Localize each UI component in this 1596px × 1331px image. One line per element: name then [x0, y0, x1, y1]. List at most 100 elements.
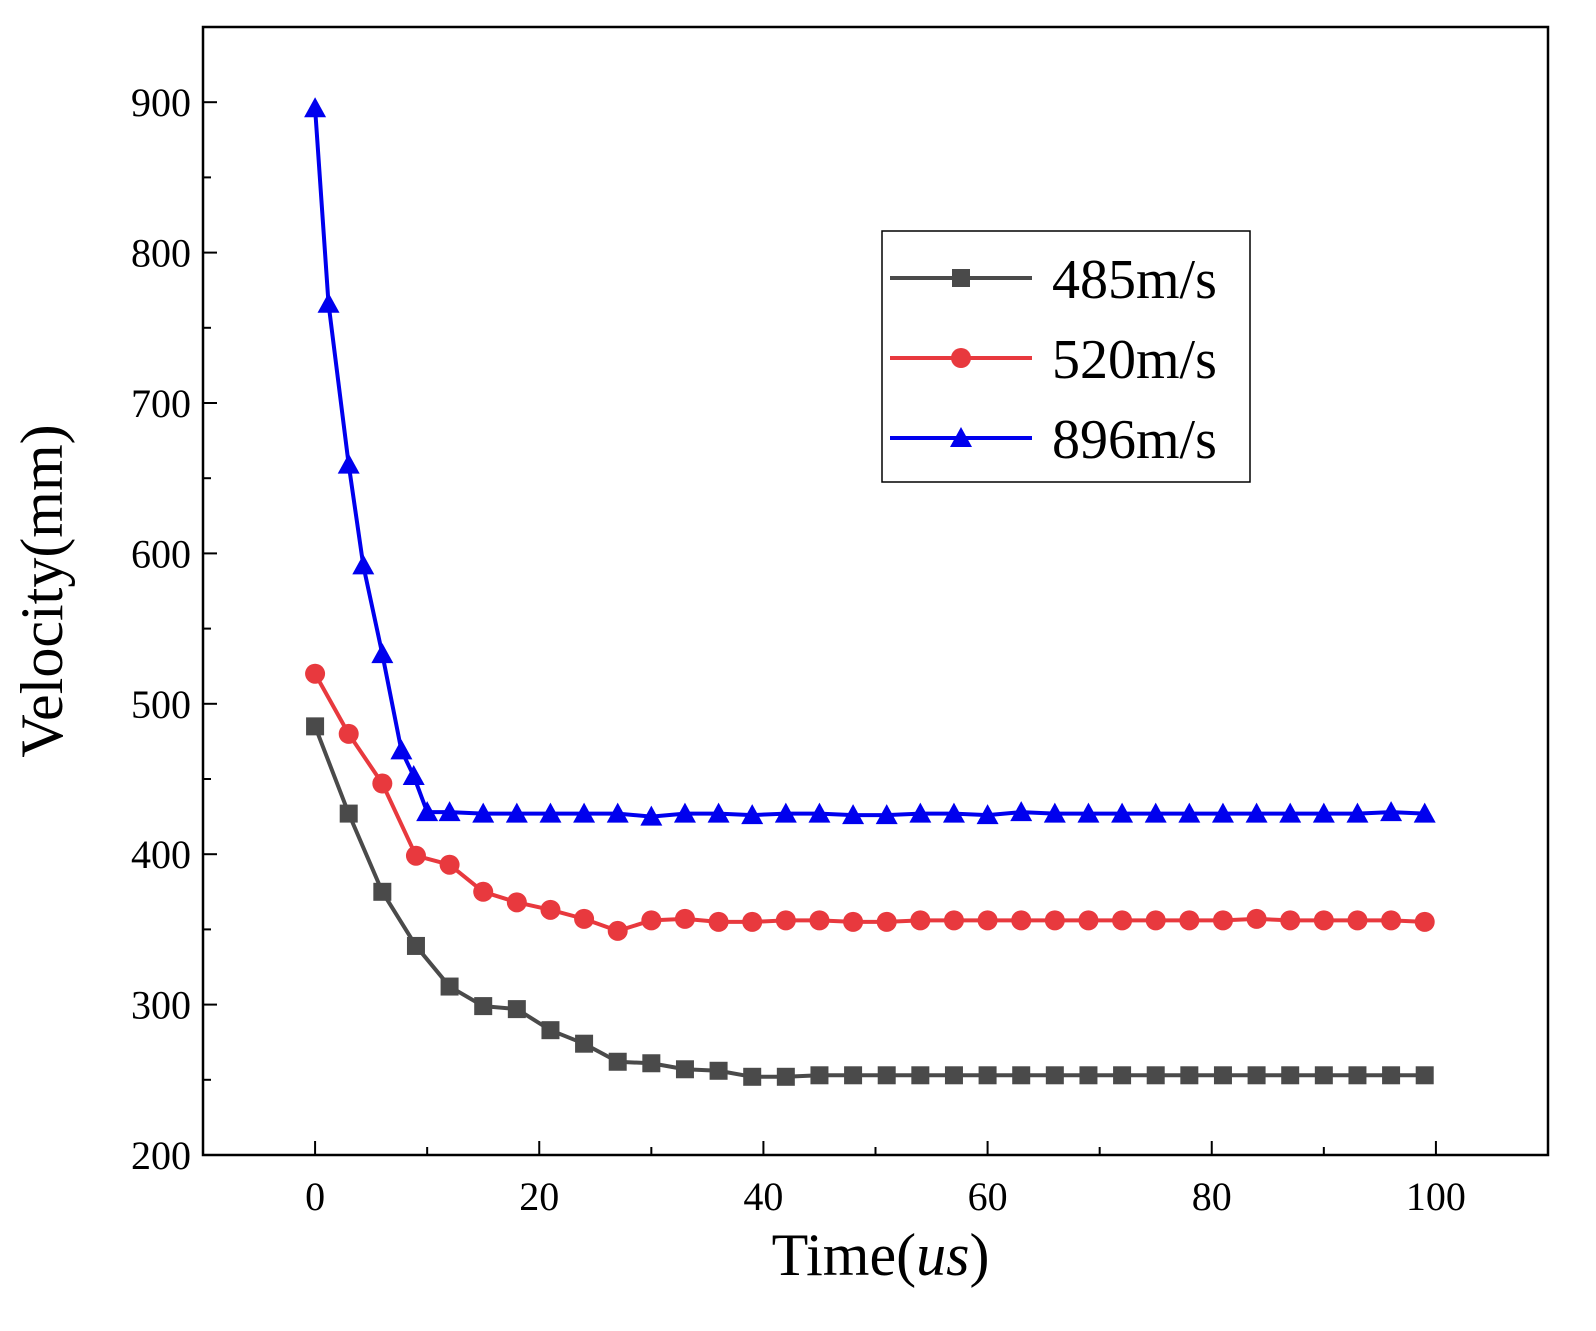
circle-marker	[641, 910, 662, 931]
triangle-marker	[317, 292, 340, 313]
square-marker	[877, 1066, 896, 1085]
square-marker	[1079, 1066, 1098, 1085]
square-marker	[944, 1066, 963, 1085]
x-axis-title-main: Time(	[772, 1222, 917, 1288]
triangle-marker	[640, 805, 663, 826]
series-line	[313, 725, 1425, 1079]
square-marker	[952, 269, 970, 287]
circle-marker	[439, 854, 460, 875]
legend-item: 896m/s	[890, 409, 1217, 471]
circle-marker	[607, 920, 628, 941]
y-tick-label: 800	[131, 231, 191, 276]
series-line	[313, 108, 1425, 819]
square-marker	[1180, 1066, 1199, 1085]
triangle-marker	[909, 802, 932, 823]
square-marker	[1382, 1066, 1401, 1085]
triangle-marker	[707, 802, 730, 823]
x-axis-title-close: )	[969, 1222, 989, 1288]
square-marker	[1146, 1066, 1165, 1085]
circle-marker	[1212, 910, 1233, 931]
circle-marker	[1179, 910, 1200, 931]
triangle-marker	[1380, 801, 1403, 822]
triangle-marker	[741, 804, 764, 825]
y-axis-title: Velocity(mm)	[9, 424, 75, 757]
square-marker	[1281, 1066, 1300, 1085]
y-tick-label: 600	[131, 531, 191, 576]
triangle-marker	[1178, 802, 1201, 823]
x-tick-label: 0	[305, 1174, 325, 1219]
series-896ms	[304, 97, 1436, 826]
axis-ticks: 0 20 40 60 80 100 200 300 400 500 600 700 800 900	[131, 26, 1466, 1219]
triangle-marker	[1346, 802, 1369, 823]
y-tick-label: 400	[131, 832, 191, 877]
circle-marker	[305, 663, 326, 684]
triangle-marker	[842, 804, 865, 825]
triangle-marker	[976, 804, 999, 825]
circle-marker	[977, 910, 998, 931]
triangle-marker	[1279, 802, 1302, 823]
x-tick-label: 100	[1406, 1174, 1466, 1219]
square-marker	[1012, 1066, 1031, 1085]
series-485ms	[306, 717, 1434, 1086]
square-marker	[978, 1066, 997, 1085]
triangle-marker	[438, 801, 461, 822]
triangle-marker	[539, 802, 562, 823]
triangle-marker	[1144, 802, 1167, 823]
circle-marker	[540, 899, 561, 920]
square-marker	[1113, 1066, 1132, 1085]
circle-marker	[1145, 910, 1166, 931]
circle-marker	[943, 910, 964, 931]
circle-marker	[843, 911, 864, 932]
triangle-marker	[371, 643, 394, 664]
square-marker	[810, 1066, 829, 1085]
triangle-marker	[1211, 802, 1234, 823]
x-tick-label: 20	[519, 1174, 559, 1219]
triangle-marker	[337, 453, 360, 474]
circle-marker	[1112, 910, 1133, 931]
square-marker	[1348, 1066, 1367, 1085]
triangle-marker	[352, 554, 375, 575]
legend-item: 485m/s	[890, 249, 1217, 311]
circle-marker	[1347, 910, 1368, 931]
square-marker	[440, 977, 459, 996]
triangle-marker	[673, 802, 696, 823]
axes	[201, 25, 1550, 1157]
x-tick-label: 40	[743, 1174, 783, 1219]
legend-label: 520m/s	[1052, 329, 1217, 391]
square-marker	[709, 1061, 728, 1080]
triangle-marker	[875, 804, 898, 825]
triangle-marker	[416, 801, 439, 822]
triangle-marker	[304, 97, 327, 118]
triangle-marker	[942, 802, 965, 823]
x-tick-label: 80	[1192, 1174, 1232, 1219]
square-marker	[743, 1067, 762, 1086]
square-marker	[541, 1021, 560, 1040]
circle-marker	[574, 908, 595, 929]
square-marker	[339, 804, 358, 823]
triangle-marker	[402, 764, 425, 785]
triangle-marker	[1010, 801, 1033, 822]
legend: 485m/s 520m/s 896m/s	[881, 230, 1251, 483]
triangle-marker	[390, 739, 413, 760]
circle-marker	[1280, 910, 1301, 931]
circle-marker	[674, 908, 695, 929]
triangle-marker	[808, 802, 831, 823]
circle-marker	[1246, 908, 1267, 929]
series-group	[304, 97, 1436, 1086]
circle-marker	[506, 892, 527, 913]
circle-marker	[708, 911, 729, 932]
square-marker	[675, 1060, 694, 1079]
square-marker	[406, 936, 425, 955]
circle-marker	[876, 911, 897, 932]
series-520ms	[305, 663, 1435, 941]
y-tick-label: 200	[131, 1133, 191, 1178]
square-marker	[642, 1054, 661, 1073]
triangle-marker	[1111, 802, 1134, 823]
triangle-marker	[573, 802, 596, 823]
triangle-marker	[1245, 802, 1268, 823]
triangle-marker	[606, 802, 629, 823]
x-axis-title-unit: us	[916, 1222, 969, 1288]
legend-label: 896m/s	[1052, 409, 1217, 471]
circle-marker	[1381, 910, 1402, 931]
